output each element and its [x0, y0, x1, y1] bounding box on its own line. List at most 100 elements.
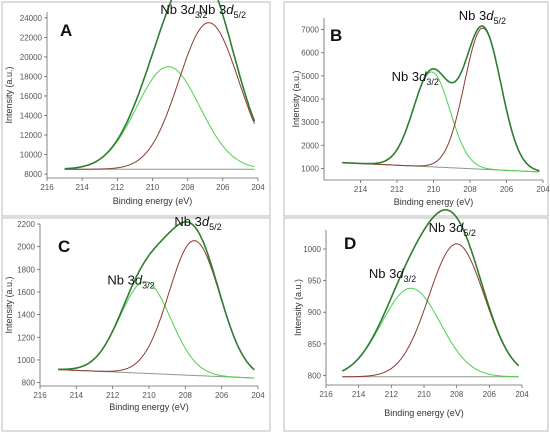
x-tick-label: 212: [106, 391, 120, 400]
x-tick-label: 216: [40, 183, 54, 192]
envelope-curve: [342, 25, 540, 172]
chart-panel-a: 216 214 212 210 208 206 204 8000 10000 12000 14000…: [1, 0, 271, 217]
peak-label-orbital: d: [419, 69, 427, 84]
peak-label-orbital: d: [486, 8, 494, 23]
x-axis-title: Binding energy (eV): [109, 402, 189, 412]
envelope-curve: [342, 209, 520, 372]
y-tick-label: 1200: [17, 333, 35, 342]
peak-label-orbital: d: [456, 220, 464, 235]
y-tick-label: 800: [308, 372, 322, 381]
y-tick-label: 22000: [20, 33, 43, 42]
y-tick-label: 1000: [17, 356, 35, 365]
panel-frame: [283, 217, 549, 432]
peak-label-orbital: d: [396, 266, 404, 281]
peak-label-sub: 5/2: [463, 228, 476, 238]
y-tick-label: 14000: [20, 112, 43, 121]
y-tick-label: 6000: [301, 49, 319, 58]
x-tick-label: 206: [483, 390, 497, 399]
peak-label-prefix: Nb 3: [174, 214, 201, 229]
y-tick-label: 2000: [17, 243, 35, 252]
y-tick-label: 2200: [17, 220, 35, 229]
y-tick-label: 7000: [301, 26, 319, 35]
y-tick-label: 16000: [20, 92, 43, 101]
x-tick-label: 214: [75, 183, 89, 192]
x-tick-label: 210: [417, 390, 431, 399]
y-tick-label: 24000: [20, 14, 43, 23]
y-tick-label: 1800: [17, 265, 35, 274]
peak-label-prefix: Nb 3: [107, 273, 134, 288]
y-tick-label: 2000: [301, 141, 319, 150]
peak-label-nb-3d52: Nb 3d5/2: [174, 214, 221, 232]
x-tick-label: 210: [146, 183, 160, 192]
x-tick-label: 204: [251, 183, 265, 192]
peak-label-nb-3d52: Nb 3d5/2: [429, 220, 476, 238]
x-axis-title: Binding energy (eV): [394, 197, 474, 207]
y-tick-label: 4000: [301, 95, 319, 104]
y-tick-label: 1400: [17, 311, 35, 320]
y-tick-label: 1000: [303, 245, 321, 254]
y-tick-label: 3000: [301, 118, 319, 127]
y-tick-label: 20000: [20, 53, 43, 62]
x-tick-label: 210: [427, 185, 441, 194]
peak-label-nb-3d52: Nb 3d5/2: [459, 8, 506, 26]
peak-label-sub: 5/2: [233, 10, 246, 20]
x-tick-label: 216: [33, 391, 47, 400]
x-tick-label: 214: [70, 391, 84, 400]
panel-letter: C: [58, 237, 70, 256]
peak-label-sub: 5/2: [209, 222, 222, 232]
x-tick-label: 206: [215, 391, 229, 400]
peak-label-nb-3d32: Nb 3d3/2: [160, 2, 207, 20]
x-tick-label: 208: [181, 183, 195, 192]
x-tick-label: 208: [450, 390, 464, 399]
nb-3d52-component: [342, 243, 520, 378]
peak-label-prefix: Nb 3: [199, 2, 226, 17]
peak-label-nb-3d32: Nb 3d3/2: [392, 69, 439, 87]
chart-panel-c: 216 214 212 210 208 206 204 800 1000 1200 1400 1600…: [1, 214, 271, 432]
chart-panel-d: 216 214 212 210 208 206 204 800 850 900 950 1000 Bin…: [283, 209, 549, 432]
panel-letter: B: [330, 26, 342, 45]
x-tick-label: 204: [515, 390, 529, 399]
peak-label-nb-3d32: Nb 3d3/2: [369, 266, 416, 284]
y-tick-label: 900: [308, 308, 322, 317]
y-tick-label: 1000: [301, 164, 319, 173]
x-tick-label: 214: [354, 185, 368, 194]
peak-label-nb-3d52: Nb 3d5/2: [199, 2, 246, 20]
y-tick-label: 950: [308, 277, 322, 286]
y-axis-title: Intensity (a.u.): [293, 279, 303, 336]
y-tick-label: 8000: [24, 170, 42, 179]
x-axis-title: Binding energy (eV): [384, 408, 464, 418]
x-tick-label: 204: [251, 391, 265, 400]
peak-label-prefix: Nb 3: [369, 266, 396, 281]
panel-frame: [1, 217, 271, 432]
peak-label-sub: 3/2: [426, 77, 439, 87]
x-tick-label: 204: [536, 185, 550, 194]
peak-label-prefix: Nb 3: [459, 8, 486, 23]
peak-label-prefix: Nb 3: [160, 2, 187, 17]
y-tick-label: 5000: [301, 72, 319, 81]
peak-label-orbital: d: [226, 2, 234, 17]
x-tick-label: 206: [500, 185, 514, 194]
peak-label-orbital: d: [202, 214, 210, 229]
x-tick-label: 212: [111, 183, 125, 192]
peak-label-prefix: Nb 3: [392, 69, 419, 84]
y-tick-label: 10000: [20, 151, 43, 160]
x-axis-title: Binding energy (eV): [113, 196, 193, 206]
envelope-curve: [58, 221, 255, 371]
y-tick-label: 850: [308, 340, 322, 349]
x-tick-label: 206: [216, 183, 230, 192]
panel-letter: A: [60, 21, 72, 40]
x-tick-label: 210: [142, 391, 156, 400]
x-tick-label: 208: [179, 391, 193, 400]
panel-letter: D: [344, 234, 356, 253]
peak-label-sub: 3/2: [142, 281, 155, 291]
peak-label-orbital: d: [188, 2, 196, 17]
x-tick-label: 214: [352, 390, 366, 399]
chart-panel-b: 214 212 210 208 206 204 1000 2000 3000 4000 5000 60…: [283, 1, 550, 217]
x-tick-label: 208: [463, 185, 477, 194]
peak-label-sub: 3/2: [404, 274, 417, 284]
y-tick-label: 800: [22, 379, 36, 388]
peak-label-prefix: Nb 3: [429, 220, 456, 235]
peak-label-orbital: d: [135, 273, 143, 288]
y-axis-title: Intensity (a.u.): [291, 70, 301, 127]
